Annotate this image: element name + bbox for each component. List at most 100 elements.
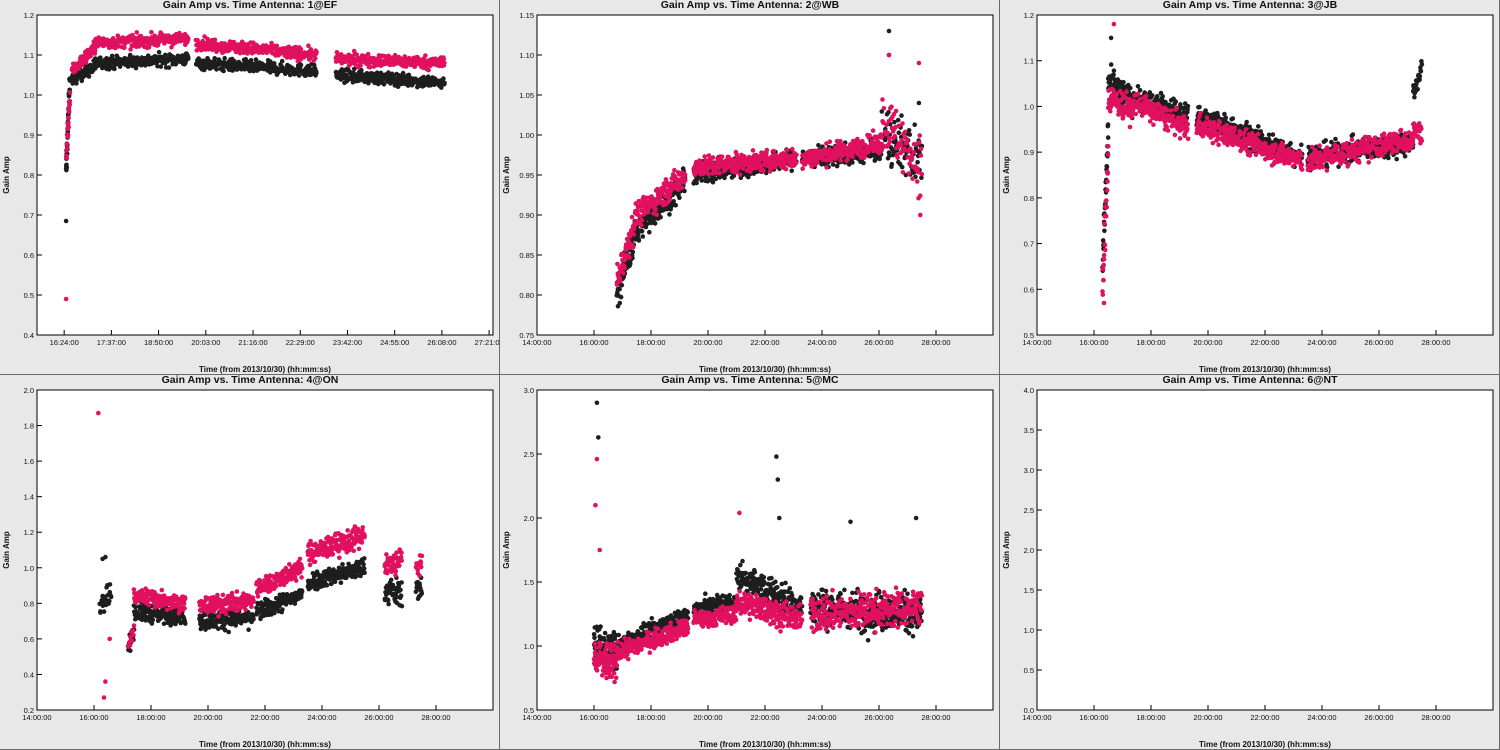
data-point (1100, 292, 1106, 297)
data-point (896, 130, 902, 136)
data-point (906, 128, 912, 133)
data-point (1350, 132, 1356, 137)
data-point (889, 104, 894, 110)
data-point (1101, 252, 1107, 258)
data-point (1183, 118, 1189, 123)
data-point (622, 265, 627, 271)
data-point (1172, 132, 1178, 138)
data-point (1237, 130, 1243, 136)
x-axis-label: Time (from 2013/10/30) (hh:mm:ss) (199, 365, 331, 374)
y-tick-label: 0.95 (519, 171, 534, 180)
data-point (850, 160, 855, 165)
data-point (838, 158, 844, 163)
data-point (1185, 136, 1191, 142)
data-point (251, 68, 256, 74)
data-point (1415, 86, 1420, 92)
data-point (917, 133, 922, 138)
data-point (1104, 187, 1110, 193)
x-tick-label: 22:00:00 (750, 338, 779, 347)
data-point (253, 57, 259, 62)
data-point (274, 43, 280, 49)
data-point (710, 171, 715, 176)
data-point (1223, 115, 1228, 121)
data-point (74, 81, 79, 86)
data-point (618, 294, 624, 300)
data-point (1124, 89, 1129, 95)
data-point (1417, 73, 1423, 79)
data-point (764, 147, 770, 153)
data-point (441, 76, 446, 81)
data-point (158, 64, 164, 69)
data-point (1127, 124, 1133, 130)
data-point (617, 286, 622, 292)
data-point (1412, 94, 1417, 100)
data-point (1102, 247, 1108, 253)
data-point (915, 166, 920, 171)
data-point (627, 255, 632, 260)
x-tick-label: 26:00:00 (1364, 338, 1393, 347)
data-point (911, 150, 916, 155)
y-tick-label: 1.0 (24, 91, 34, 100)
data-point (667, 196, 672, 202)
data-point (67, 90, 73, 95)
data-point (115, 44, 121, 49)
data-point (713, 170, 719, 176)
x-tick-label: 18:00:00 (1136, 338, 1165, 347)
data-point (682, 172, 688, 177)
data-point (392, 52, 398, 58)
data-point (156, 49, 162, 55)
data-point (1306, 144, 1311, 150)
data-point (1154, 105, 1159, 110)
data-point (214, 67, 219, 72)
data-point (1114, 91, 1119, 96)
data-point (899, 137, 904, 143)
data-point (221, 68, 226, 74)
y-tick-label: 0.9 (1024, 148, 1034, 157)
data-point (886, 28, 892, 34)
y-axis-label: Gain Amp (2, 156, 11, 194)
data-point (314, 49, 319, 55)
data-point (1394, 156, 1399, 162)
data-point (1105, 179, 1110, 184)
data-point (1102, 242, 1108, 248)
data-point (915, 159, 920, 165)
data-point (1164, 107, 1170, 113)
data-point (1256, 124, 1261, 129)
data-point (442, 80, 447, 86)
x-tick-label: 26:00:00 (864, 338, 893, 347)
data-point (639, 217, 645, 223)
data-point (682, 178, 688, 183)
data-point (1177, 136, 1183, 141)
data-point (1100, 238, 1106, 243)
data-point (128, 47, 133, 52)
x-tick-label: 28:00:00 (921, 338, 950, 347)
x-tick-label: 26:08:00 (427, 338, 456, 347)
data-point (145, 53, 151, 58)
data-point (1155, 94, 1160, 99)
data-point (386, 70, 391, 75)
y-tick-label: 0.8 (1024, 194, 1034, 203)
x-tick-label: 27:21:00 (475, 338, 500, 347)
data-point (887, 139, 893, 145)
data-point (879, 147, 884, 152)
y-tick-label: 1.1 (1024, 57, 1034, 66)
data-point (850, 154, 855, 159)
data-point (1270, 132, 1276, 137)
data-point (629, 214, 635, 220)
data-point (66, 120, 71, 126)
data-point (887, 153, 892, 158)
data-point (1222, 111, 1227, 117)
data-point (314, 71, 319, 76)
data-point (891, 149, 896, 155)
data-point (232, 59, 237, 64)
data-point (1138, 96, 1143, 102)
y-tick-label: 1.2 (1024, 11, 1034, 20)
data-point (630, 244, 636, 250)
data-point (1288, 140, 1293, 146)
data-point (619, 282, 625, 288)
data-point (834, 163, 840, 169)
data-point (790, 146, 795, 152)
x-tick-label: 24:00:00 (1307, 338, 1336, 347)
data-point (800, 166, 805, 171)
